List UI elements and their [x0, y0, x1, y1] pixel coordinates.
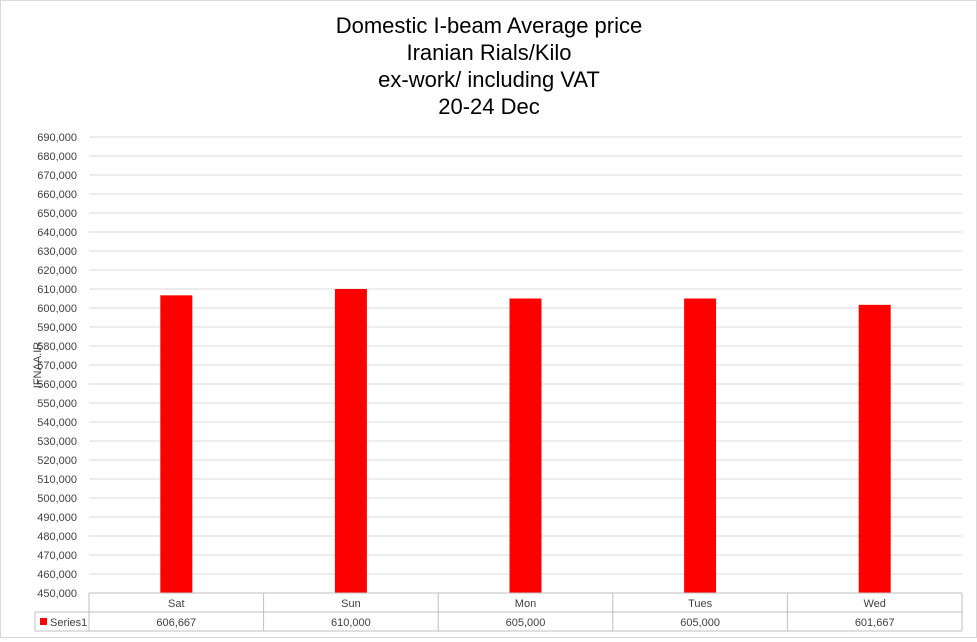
y-axis-ticks: 690,000 680,000 670,000 660,000 650,000 640,0…: [37, 132, 77, 600]
y-tick-label: 490,000: [37, 512, 77, 524]
y-tick-label: 550,000: [37, 398, 77, 410]
data-table: Sat 606,667 Sun 610,000 Mon 605,000 Tues 605,00…: [34, 592, 963, 632]
bars: [160, 289, 891, 593]
chart-title: Domestic I-beam Average price Iranian Ri…: [336, 13, 643, 119]
y-tick-label: 660,000: [37, 189, 77, 201]
data-value-label: 605,000: [506, 617, 546, 629]
category-label: Sat: [168, 598, 185, 610]
category-label: Tues: [688, 598, 713, 610]
y-tick-label: 540,000: [37, 417, 77, 429]
y-tick-label: 640,000: [37, 227, 77, 239]
y-tick-label: 450,000: [37, 588, 77, 600]
y-tick-label: 670,000: [37, 170, 77, 182]
bar: [334, 289, 367, 593]
y-tick-label: 680,000: [37, 151, 77, 163]
data-value-label: 610,000: [331, 617, 371, 629]
data-value-label: 601,667: [855, 617, 895, 629]
bar: [160, 295, 193, 593]
y-tick-label: 650,000: [37, 208, 77, 220]
category-label: Mon: [515, 598, 536, 610]
bar: [684, 298, 717, 593]
bar: [509, 298, 542, 593]
y-tick-label: 590,000: [37, 322, 77, 334]
y-tick-label: 690,000: [37, 132, 77, 144]
chart-title-line-3: ex-work/ including VAT: [378, 67, 600, 92]
category-label: Wed: [863, 598, 885, 610]
legend-series-name: Series1: [50, 617, 87, 629]
y-tick-label: 510,000: [37, 474, 77, 486]
y-tick-label: 530,000: [37, 436, 77, 448]
y-tick-label: 560,000: [37, 379, 77, 391]
y-tick-label: 580,000: [37, 341, 77, 353]
y-tick-label: 630,000: [37, 246, 77, 258]
chart-title-line-2: Iranian Rials/Kilo: [406, 40, 571, 65]
data-value-label: 606,667: [156, 617, 196, 629]
y-tick-label: 610,000: [37, 284, 77, 296]
y-tick-label: 470,000: [37, 550, 77, 562]
y-tick-label: 480,000: [37, 531, 77, 543]
data-value-label: 605,000: [680, 617, 720, 629]
y-tick-label: 620,000: [37, 265, 77, 277]
category-label: Sun: [341, 598, 361, 610]
chart-title-line-1: Domestic I-beam Average price: [336, 13, 643, 38]
y-tick-label: 600,000: [37, 303, 77, 315]
y-tick-label: 520,000: [37, 455, 77, 467]
legend-key: [40, 618, 47, 625]
y-axis-label: IFNAA.IR: [32, 342, 44, 389]
y-tick-label: 570,000: [37, 360, 77, 372]
y-tick-label: 500,000: [37, 493, 77, 505]
chart-title-line-4: 20-24 Dec: [438, 94, 540, 119]
y-tick-label: 460,000: [37, 569, 77, 581]
bar: [858, 304, 891, 593]
